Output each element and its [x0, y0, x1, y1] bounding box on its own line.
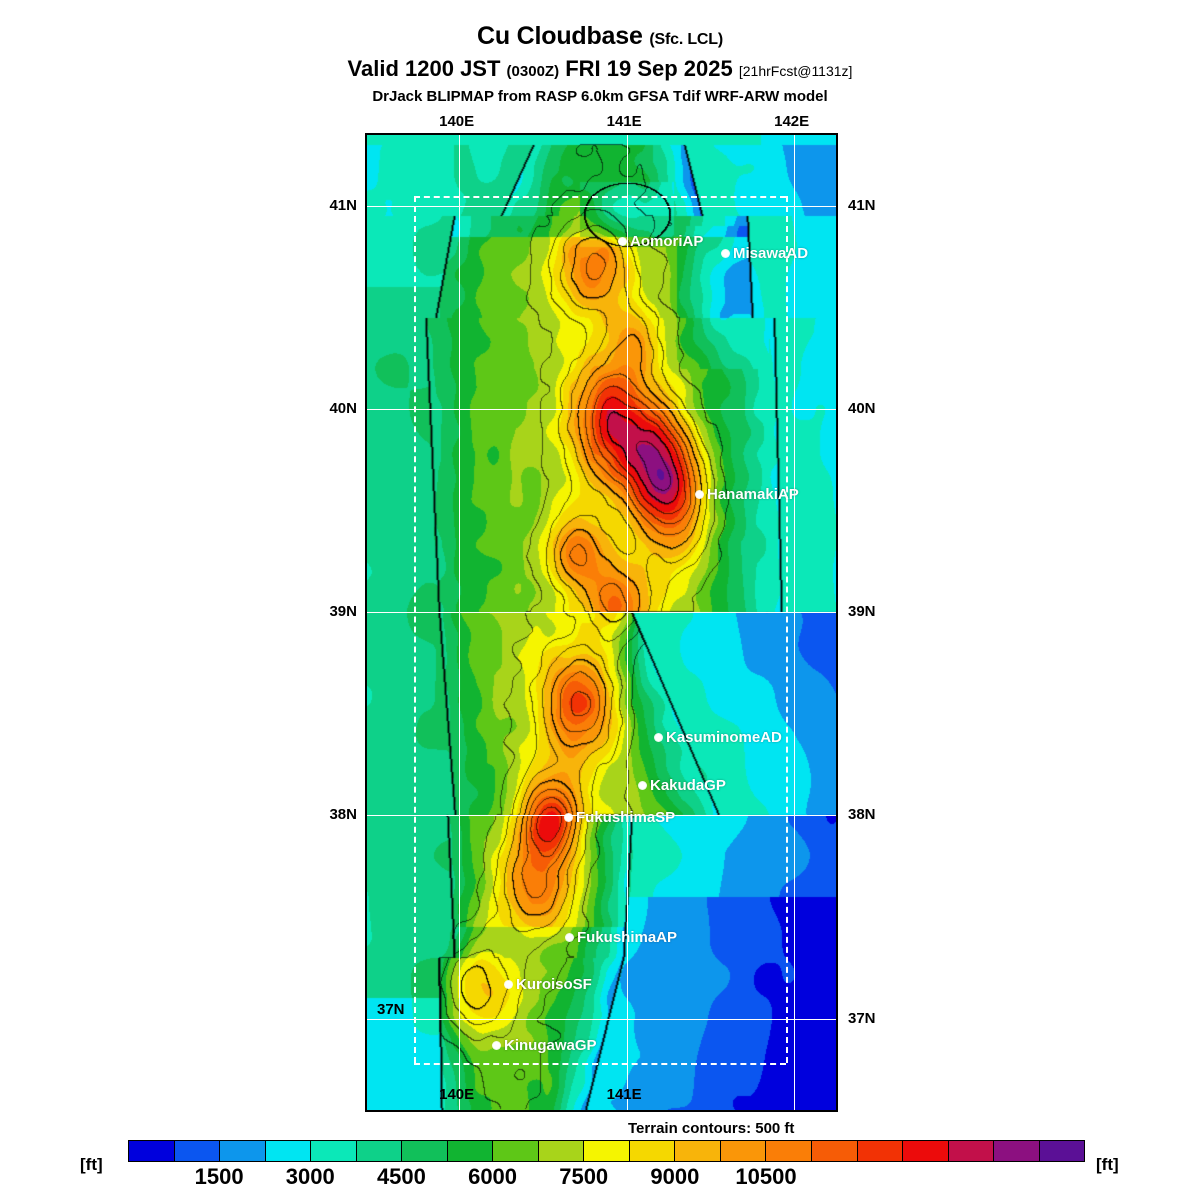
colorbar-tick-label: 9000 [650, 1164, 700, 1189]
lon-label-top: 140E [439, 113, 475, 130]
title-main: Cu Cloudbase [477, 22, 643, 50]
colorbar-band [948, 1141, 995, 1161]
colorbar-band [220, 1141, 266, 1161]
colorbar-tick-label: 7500 [559, 1164, 609, 1189]
colorbar-band [720, 1141, 767, 1161]
graticule-meridian [459, 135, 460, 1110]
terrain-contour-note: Terrain contours: 500 ft [628, 1120, 795, 1137]
colorbar-band [538, 1141, 585, 1161]
graticule-parallel [367, 1019, 836, 1020]
lat-label-left: 40N [329, 400, 357, 418]
valid-time-utc: (0300Z) [506, 63, 560, 80]
colorbar-band [811, 1141, 858, 1161]
colorbar-band [356, 1141, 403, 1161]
lon-label-top: 141E [606, 113, 642, 130]
colorbar[interactable] [128, 1140, 1085, 1162]
colorbar-band [447, 1141, 494, 1161]
graticule-parallel [367, 409, 836, 410]
colorbar-band [1039, 1141, 1085, 1161]
colorbar-tick-label: 6000 [468, 1164, 518, 1189]
title-parenthetical: (Sfc. LCL) [649, 31, 723, 48]
lon-label-bottom: 140E [439, 1086, 475, 1103]
map-plot-area[interactable]: 37N 140E 141E AomoriAP MisawaAD HanamakiAP Kas… [365, 133, 838, 1112]
lat-label-left: 38N [329, 806, 357, 824]
lat-label-right: 41N [848, 197, 876, 215]
colorbar-band [402, 1141, 448, 1161]
colorbar-band [584, 1141, 630, 1161]
domain-boundary [413, 195, 786, 198]
colorbar-unit-left: [ft] [80, 1155, 103, 1174]
graticule-parallel [367, 206, 836, 207]
domain-boundary [785, 195, 788, 1064]
lon-label-bottom: 141E [606, 1086, 642, 1103]
colorbar-band [265, 1141, 312, 1161]
page-title: Cu Cloudbase (Sfc. LCL) [0, 22, 1200, 54]
colorbar-band [766, 1141, 812, 1161]
valid-time-line: Valid 1200 JST (0300Z) FRI 19 Sep 2025 [… [0, 56, 1200, 85]
colorbar-tick-label: 4500 [376, 1164, 426, 1189]
lat-label-left: 39N [329, 603, 357, 621]
lat-label-left: 41N [329, 197, 357, 215]
title-block: Cu Cloudbase (Sfc. LCL) Valid 1200 JST (… [0, 22, 1200, 106]
colorbar-band [994, 1141, 1040, 1161]
colorbar-tick-label: 1500 [194, 1164, 244, 1189]
colorbar-band [857, 1141, 904, 1161]
colorbar-band [129, 1141, 175, 1161]
colorbar-band [903, 1141, 949, 1161]
colorbar-unit-right: [ft] [1096, 1155, 1119, 1174]
colorbar-tick-label: 3000 [285, 1164, 335, 1189]
graticule-parallel [367, 815, 836, 816]
lat-label-right: 40N [848, 400, 876, 418]
colorbar-band [311, 1141, 357, 1161]
lat-label-inplot: 37N [377, 1000, 405, 1018]
valid-date: FRI 19 Sep 2025 [565, 56, 733, 81]
model-info: DrJack BLIPMAP from RASP 6.0km GFSA Tdif… [372, 88, 828, 105]
colorbar-tick-label: 10500 [735, 1164, 797, 1189]
colorbar-band [174, 1141, 221, 1161]
lat-label-right: 39N [848, 603, 876, 621]
colorbar-band [629, 1141, 676, 1161]
lat-label-right: 37N [848, 1009, 876, 1027]
graticule-meridian [794, 135, 795, 1110]
domain-boundary [413, 195, 416, 1064]
colorbar-band [493, 1141, 539, 1161]
forecast-hour: [21hrFcst@1131z] [738, 63, 853, 79]
colorbar-band [675, 1141, 721, 1161]
lon-label-top: 142E [774, 113, 810, 130]
graticule-meridian [627, 135, 628, 1110]
forecast-raster [367, 135, 836, 1110]
graticule-parallel [367, 612, 836, 613]
domain-boundary [413, 1063, 786, 1066]
lat-label-right: 38N [848, 806, 876, 824]
valid-time: Valid 1200 JST [347, 56, 501, 81]
